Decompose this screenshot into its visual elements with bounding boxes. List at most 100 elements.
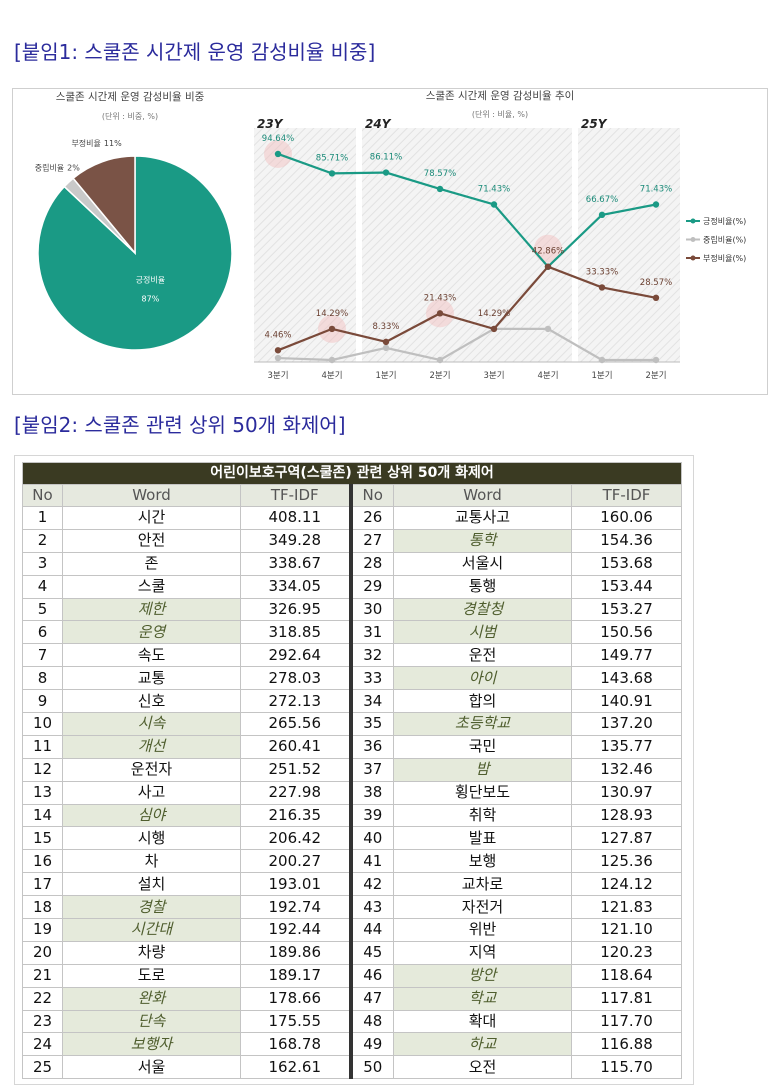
table-row: 13 사고 227.98 38 횡단보도 130.97 — [22, 780, 682, 805]
data-label: 42.86% — [532, 247, 564, 257]
table-row: 14 심야 216.35 39 취학 128.93 — [22, 803, 682, 828]
slice-label: 중립비율 2% — [35, 163, 81, 172]
legend-dot — [690, 237, 696, 242]
slice-label: 긍정비율 — [136, 275, 165, 285]
word: 교차로 — [393, 872, 572, 897]
tf-idf: 206.42 — [240, 826, 351, 851]
tf-idf: 168.78 — [240, 1032, 351, 1057]
word: 취학 — [393, 803, 572, 828]
table-row: 2 안전 349.28 27 통학 154.36 — [22, 528, 682, 553]
rank: 37 — [348, 757, 394, 782]
heading: [붙임1: 스쿨존 시간제 운영 감성비율 비중] — [14, 40, 376, 64]
word: 제한 — [62, 597, 241, 622]
year-band — [578, 128, 680, 362]
tf-idf: 265.56 — [240, 712, 351, 736]
rank: 16 — [22, 849, 63, 874]
tf-idf: 121.83 — [571, 895, 682, 920]
rank: 10 — [22, 712, 63, 736]
word: 서울시 — [393, 551, 572, 576]
charts: 스쿨존 시간제 운영 감성비율 비중 (단위 : 비중, %) 긍정비율 87% 중립비… — [12, 88, 768, 395]
rank: 42 — [348, 872, 394, 897]
tf-idf: 272.13 — [240, 689, 351, 714]
tf-idf: 189.17 — [240, 963, 351, 988]
rank: 32 — [348, 643, 394, 668]
word: 횡단보도 — [393, 780, 572, 805]
table-row: 5 제한 326.95 30 경찰청 153.27 — [22, 597, 682, 622]
word: 오전 — [393, 1055, 572, 1080]
rank: 44 — [348, 918, 394, 942]
tf-idf: 292.64 — [240, 643, 351, 668]
word: 신호 — [62, 689, 241, 714]
word: 시간 — [62, 506, 241, 530]
word: 완화 — [62, 986, 241, 1011]
series-line — [277, 327, 656, 362]
slice-value: 11% — [104, 139, 122, 148]
tf-idf: 175.55 — [240, 1009, 351, 1034]
data-label: 85.71% — [316, 153, 348, 163]
table-row: 1 시간 408.11 26 교통사고 160.06 — [22, 506, 682, 530]
rank: 35 — [348, 712, 394, 736]
tf-idf: 117.81 — [571, 986, 682, 1011]
table-row: 12 운전자 251.52 37 밤 132.46 — [22, 757, 682, 782]
table-title: 어린이보호구역(스쿨존) 관련 상위 50개 화제어 — [22, 462, 682, 485]
tf-idf: 130.97 — [571, 780, 682, 805]
tf-idf: 200.27 — [240, 849, 351, 874]
x-tick-label: 2분기 — [645, 371, 666, 381]
slice-value: 2% — [67, 163, 80, 172]
table-row: 9 신호 272.13 34 합의 140.91 — [22, 689, 682, 714]
tf-idf: 115.70 — [571, 1055, 682, 1080]
data-label: 94.64% — [262, 134, 294, 144]
table-row: 15 시행 206.42 40 발표 127.87 — [22, 826, 682, 851]
tf-idf: 216.35 — [240, 803, 351, 828]
word: 단속 — [62, 1009, 241, 1034]
word: 발표 — [393, 826, 572, 851]
tf-idf: 318.85 — [240, 620, 351, 645]
legend-dot — [690, 255, 696, 261]
word: 시간대 — [62, 918, 241, 942]
word: 운전자 — [62, 757, 241, 782]
rank: 47 — [348, 986, 394, 1011]
rank: 13 — [22, 780, 63, 805]
word: 운영 — [62, 620, 241, 645]
pie-slice — [72, 155, 136, 256]
data-label: 71.43% — [640, 184, 672, 194]
tf-idf: 334.05 — [240, 574, 351, 599]
table-row: 20 차량 189.86 45 지역 120.23 — [22, 940, 682, 965]
year-band — [254, 128, 356, 362]
rank: 22 — [22, 986, 63, 1011]
table-row: 6 운영 318.85 31 시범 150.56 — [22, 620, 682, 645]
legend-label: 부정비율(%) — [703, 253, 746, 263]
tf-idf: 326.95 — [240, 597, 351, 622]
word: 운전 — [393, 643, 572, 668]
x-tick-label: 4분기 — [537, 371, 558, 381]
table-row: 19 시간대 192.44 44 위반 121.10 — [22, 918, 682, 942]
table-row: 24 보행자 168.78 49 하교 116.88 — [22, 1032, 682, 1057]
data-point — [274, 354, 282, 362]
data-point — [544, 263, 552, 270]
slice-value: 87% — [142, 295, 160, 304]
tf-idf: 251.52 — [240, 757, 351, 782]
data-point — [328, 356, 336, 364]
rank: 4 — [22, 574, 63, 599]
title-row: 어린이보호구역(스쿨존) 관련 상위 50개 화제어 — [22, 462, 682, 485]
tf-idf: 150.56 — [571, 620, 682, 645]
chart-title: 스쿨존 시간제 운영 감성비율 비중 — [56, 91, 205, 103]
rank: 38 — [348, 780, 394, 805]
series-line — [277, 265, 657, 352]
word: 학교 — [393, 986, 572, 1011]
table-frame: 어린이보호구역(스쿨존) 관련 상위 50개 화제어 No Word TF-IDF No… — [14, 455, 694, 1085]
slice-name: 부정비율 — [71, 138, 100, 148]
tf-idf: 153.27 — [571, 597, 682, 622]
tf-idf: 154.36 — [571, 528, 682, 553]
table-row: 16 차 200.27 41 보행 125.36 — [22, 849, 682, 874]
rank: 15 — [22, 826, 63, 851]
tf-idf: 118.64 — [571, 963, 682, 988]
tf-idf: 121.10 — [571, 918, 682, 942]
word: 서울 — [62, 1055, 241, 1080]
tf-idf: 149.77 — [571, 643, 682, 668]
data-point — [328, 170, 336, 177]
rank: 30 — [348, 597, 394, 622]
legend-dot — [690, 218, 696, 224]
word: 자전거 — [393, 895, 572, 920]
rank: 31 — [348, 620, 394, 645]
